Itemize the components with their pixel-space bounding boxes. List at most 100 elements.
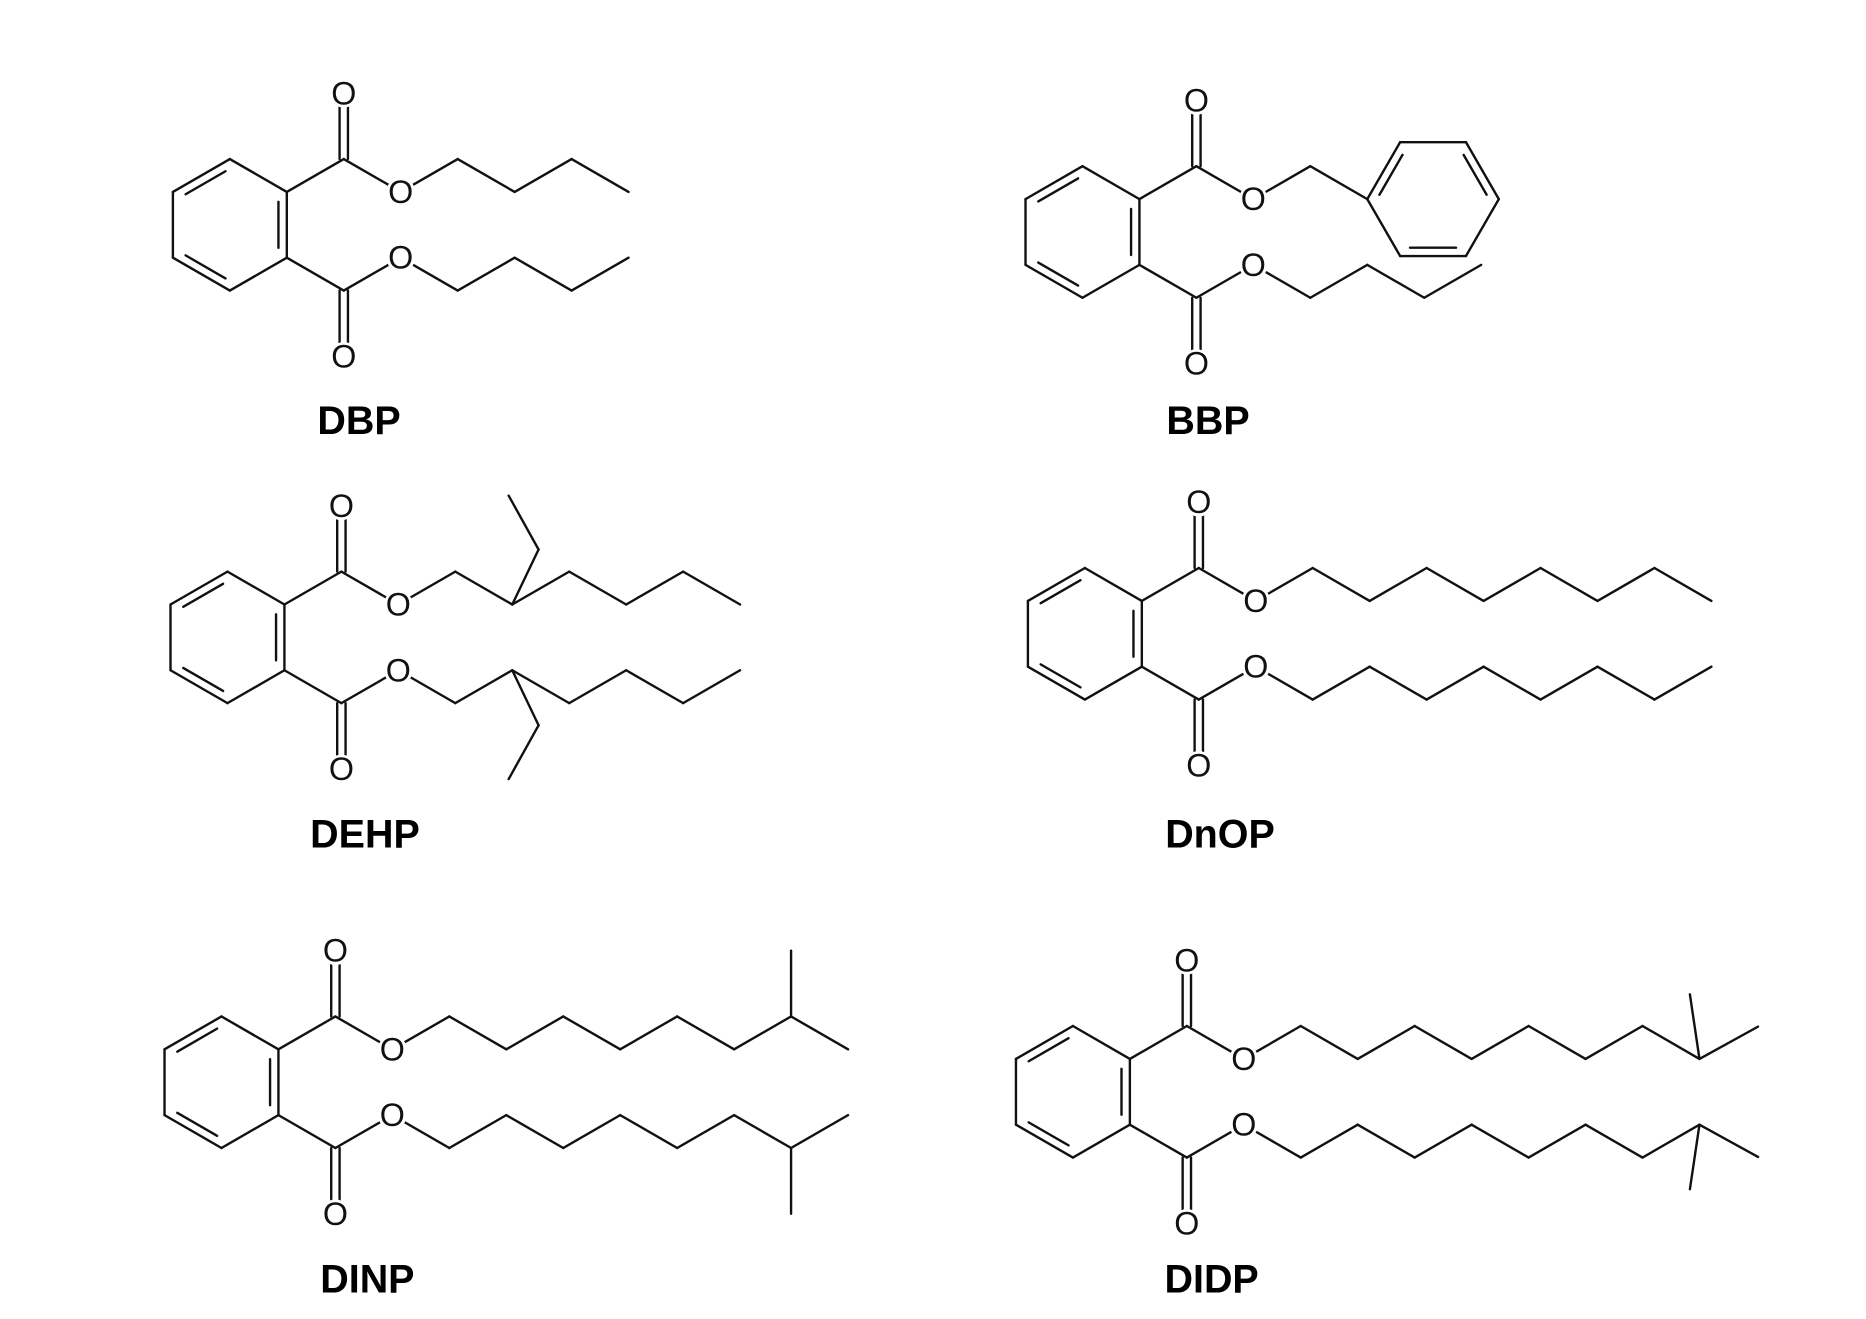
atom-mask [329,78,359,108]
bond [511,548,540,606]
bond [505,1113,565,1150]
bond [226,570,286,606]
bond [1653,665,1713,701]
bond [171,157,232,194]
bond [511,669,540,727]
bond [176,1027,219,1053]
bond [789,1015,850,1051]
bond [454,669,514,705]
bond [184,170,227,196]
bond [562,1113,622,1150]
bond [624,669,685,705]
bond [283,570,343,606]
bond [1641,1123,1701,1159]
bond [1014,1024,1075,1061]
bond [675,1015,736,1051]
bond [507,494,540,551]
bond [1584,1123,1644,1159]
bond [454,570,514,606]
bond [1482,665,1542,701]
bond [285,256,345,292]
bond [513,157,573,194]
molecule-name: BBP [1166,399,1249,443]
bond [1470,1123,1530,1159]
bond [1539,665,1599,701]
bond [1688,1123,1701,1191]
bond [448,1113,508,1150]
bond [1309,165,1369,201]
bond [176,1111,219,1138]
bond [1309,263,1369,299]
bond [1425,665,1485,701]
bond [1128,1123,1189,1159]
bond [1026,566,1087,603]
oxygen-label: O [1174,1205,1199,1241]
bond [1081,165,1141,201]
atom-mask [1184,750,1214,780]
oxygen-label: O [331,75,356,111]
bond [1688,993,1701,1061]
bond [228,157,289,194]
bond [1037,177,1080,203]
bond [1027,1121,1070,1147]
bond [1356,1123,1416,1159]
bond [1071,1024,1132,1061]
bond [1083,566,1144,603]
atom-mask [1172,945,1202,975]
bond [277,1113,337,1150]
atom-mask [378,1034,407,1064]
molecule-name: DEHP [310,813,420,857]
bond [1482,566,1542,603]
oxygen-label: O [386,586,411,622]
atom-mask [1184,487,1214,517]
bond [732,1015,793,1051]
bond [1024,263,1084,299]
bond [1083,665,1144,701]
bond [1413,1123,1473,1159]
oxygen-label: O [1243,583,1268,619]
oxygen-label: O [1243,649,1268,685]
bond [163,1015,223,1051]
bond [220,1015,280,1051]
atom-mask [1229,1110,1259,1140]
bond [1014,1123,1075,1159]
atom-mask [329,342,359,371]
molecule-name: DINP [320,1258,414,1302]
bond [283,669,343,705]
bond [568,669,628,705]
oxygen-label: O [323,1196,348,1232]
bond [562,1015,622,1051]
oxygen-label: O [329,751,354,787]
bond [285,157,345,194]
bond [1356,1024,1416,1061]
bond [1128,1024,1189,1061]
oxygen-label: O [1184,346,1209,382]
bond [1470,1024,1530,1061]
oxygen-label: O [386,652,411,688]
atom-mask [1182,86,1211,115]
bond [1311,566,1371,603]
bond [1527,1024,1587,1061]
bond [171,256,232,292]
bond [1081,263,1141,299]
atom-mask [386,177,416,207]
atom-mask [327,491,356,521]
bond [1071,1123,1132,1159]
bond [1527,1123,1587,1159]
bond [1037,261,1080,287]
bond [681,669,742,705]
oxygen-label: O [329,488,354,524]
bond [511,570,571,606]
bond [1039,579,1082,605]
bond [1027,1037,1070,1063]
bond [1464,140,1501,201]
bond [1368,665,1428,701]
oxygen-label: O [1186,484,1211,520]
bond [507,724,540,781]
bond [456,157,516,194]
bond [570,157,630,194]
bond [184,254,227,280]
bond [1138,165,1198,201]
atom-mask [383,590,413,619]
